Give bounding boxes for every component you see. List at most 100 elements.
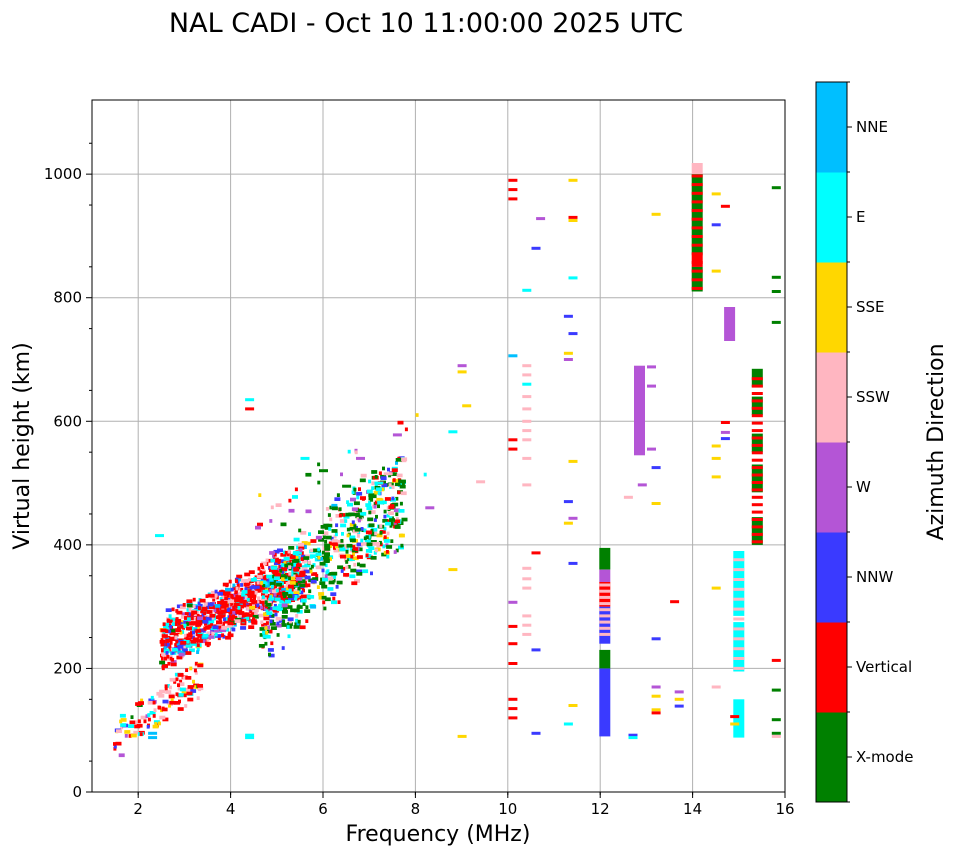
echo-cell [321,584,328,589]
echo-dash [508,716,518,720]
echo-column-stripe [733,568,745,572]
x-tick-label: 10 [498,800,517,818]
echo-cell [363,536,367,541]
echo-cell [288,588,292,593]
echo-cell [237,594,244,598]
echo-cell [328,580,335,585]
echo-cell [360,473,367,478]
echo-cell [181,612,188,616]
echo-cell [239,609,243,613]
colorbar-label: W [856,478,871,496]
echo-cell [225,635,232,640]
echo-cell [386,531,390,536]
echo-cell [161,634,168,638]
echo-cell [120,718,127,722]
echo-cell [298,542,304,547]
echo-cell [371,486,375,490]
echo-dash [508,697,518,701]
echo-cell [391,468,398,472]
echo-cell [389,485,393,489]
echo-cell [282,610,288,614]
echo-cell [288,596,294,601]
echo-column-segment [691,254,703,267]
echo-cell [164,687,168,691]
echo-cell [270,505,274,510]
echo-cell [364,539,371,544]
echo-cell [346,527,350,532]
echo-cell [179,622,183,626]
echo-dash [771,731,781,735]
echo-cell [368,500,372,505]
echo-dash [563,722,573,726]
echo-cell [395,548,399,553]
echo-cell [158,705,162,710]
echo-cell [236,583,240,588]
echo-cell [270,558,277,563]
echo-dash [522,632,532,636]
echo-cell [179,687,186,692]
echo-cell [271,613,275,618]
echo-dash [508,642,518,646]
echo-dash [568,561,578,565]
echo-column-stripe [751,540,763,544]
echo-cell [137,719,141,724]
echo-column-stripe [691,226,703,230]
echo-dash [647,447,656,451]
echo-cell [360,496,366,500]
echo-cell [342,566,346,571]
echo-cell [370,571,373,576]
echo-dash [651,694,661,698]
echo-cell [236,581,240,585]
echo-column-stripe [751,443,763,447]
echo-cell [301,555,304,559]
echo-cell [168,703,171,708]
echo-dash [771,320,781,324]
echo-cell [323,523,330,528]
x-tick-label: 8 [411,800,421,818]
echo-cell [241,592,248,597]
echo-cell [194,661,198,666]
echo-column-stripe [733,647,745,651]
echo-cell [267,605,271,609]
echo-cell [288,508,295,513]
echo-cell [175,628,182,632]
echo-column-stripe [733,597,745,601]
echo-cell [395,496,399,501]
echo-cell [324,552,330,556]
echo-cell [166,654,170,659]
echo-cell [302,579,306,583]
echo-column-stripe [599,614,611,618]
echo-cell [222,621,225,626]
echo-dash [148,736,158,740]
echo-cell [198,606,205,611]
echo-cell [309,567,313,572]
echo-cell [317,480,321,485]
echo-cell [307,560,311,565]
echo-dash [568,516,578,520]
echo-cell [273,592,277,597]
echo-cell [241,579,248,583]
echo-dash [508,662,518,665]
echo-cell [157,721,161,726]
echo-cell [334,532,338,537]
echo-cell [262,567,266,572]
echo-cell [356,555,363,559]
echo-cell [288,498,292,503]
echo-cell [376,545,380,550]
echo-cell [368,546,375,550]
echo-dash [522,586,532,590]
echo-cell [203,627,207,631]
echo-marks [113,163,781,758]
y-tick-label: 200 [53,659,82,677]
echo-column-stripe [599,602,611,606]
echo-cell [268,568,275,573]
echo-cell [204,622,210,626]
echo-cell [221,600,228,605]
echo-cell [248,570,255,574]
y-axis-label: Virtual height (km) [10,342,35,549]
echo-cell [226,594,230,598]
echo-dash [457,734,467,738]
echo-cell [175,632,179,637]
echo-dash [448,568,458,572]
echo-cell [326,572,333,576]
